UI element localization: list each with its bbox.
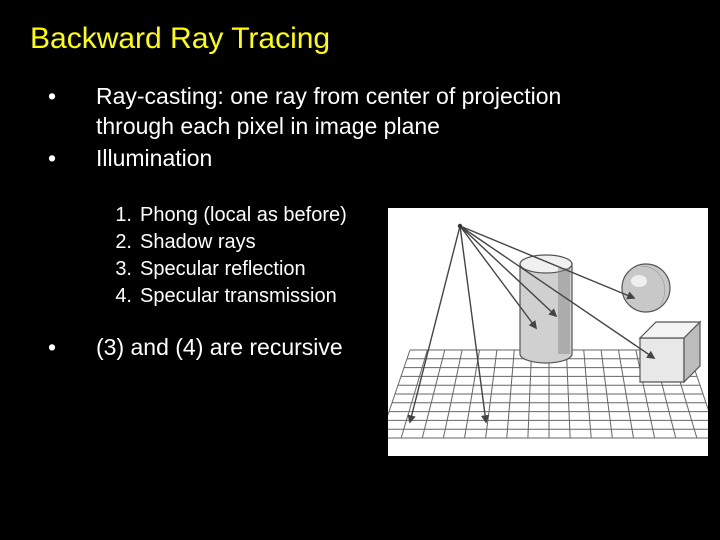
numbered-marker: 4. xyxy=(108,283,140,309)
numbered-text: Specular reflection xyxy=(140,256,306,282)
bullet-text: (3) and (4) are recursive xyxy=(96,334,343,361)
bullet-item: • Ray-casting: one ray from center of pr… xyxy=(48,82,636,142)
numbered-item: 3. Specular reflection xyxy=(108,256,347,282)
numbered-text: Phong (local as before) xyxy=(140,202,347,228)
bullet-marker: • xyxy=(48,334,96,361)
bullet-list-2: • (3) and (4) are recursive xyxy=(48,334,343,363)
slide-title: Backward Ray Tracing xyxy=(30,22,330,56)
numbered-marker: 2. xyxy=(108,229,140,255)
raytracing-diagram xyxy=(388,208,708,456)
numbered-item: 4. Specular transmission xyxy=(108,283,347,309)
numbered-marker: 1. xyxy=(108,202,140,228)
bullet-marker: • xyxy=(48,82,96,142)
bullet-item: • Illumination xyxy=(48,144,636,174)
numbered-item: 1. Phong (local as before) xyxy=(108,202,347,228)
bullet-list: • Ray-casting: one ray from center of pr… xyxy=(48,82,636,176)
numbered-text: Specular transmission xyxy=(140,283,337,309)
bullet-text: Ray-casting: one ray from center of proj… xyxy=(96,82,636,142)
numbered-text: Shadow rays xyxy=(140,229,256,255)
bullet-text: Illumination xyxy=(96,144,212,174)
numbered-marker: 3. xyxy=(108,256,140,282)
numbered-item: 2. Shadow rays xyxy=(108,229,347,255)
numbered-list: 1. Phong (local as before) 2. Shadow ray… xyxy=(108,202,347,310)
bullet-marker: • xyxy=(48,144,96,174)
bullet-item: • (3) and (4) are recursive xyxy=(48,334,343,361)
